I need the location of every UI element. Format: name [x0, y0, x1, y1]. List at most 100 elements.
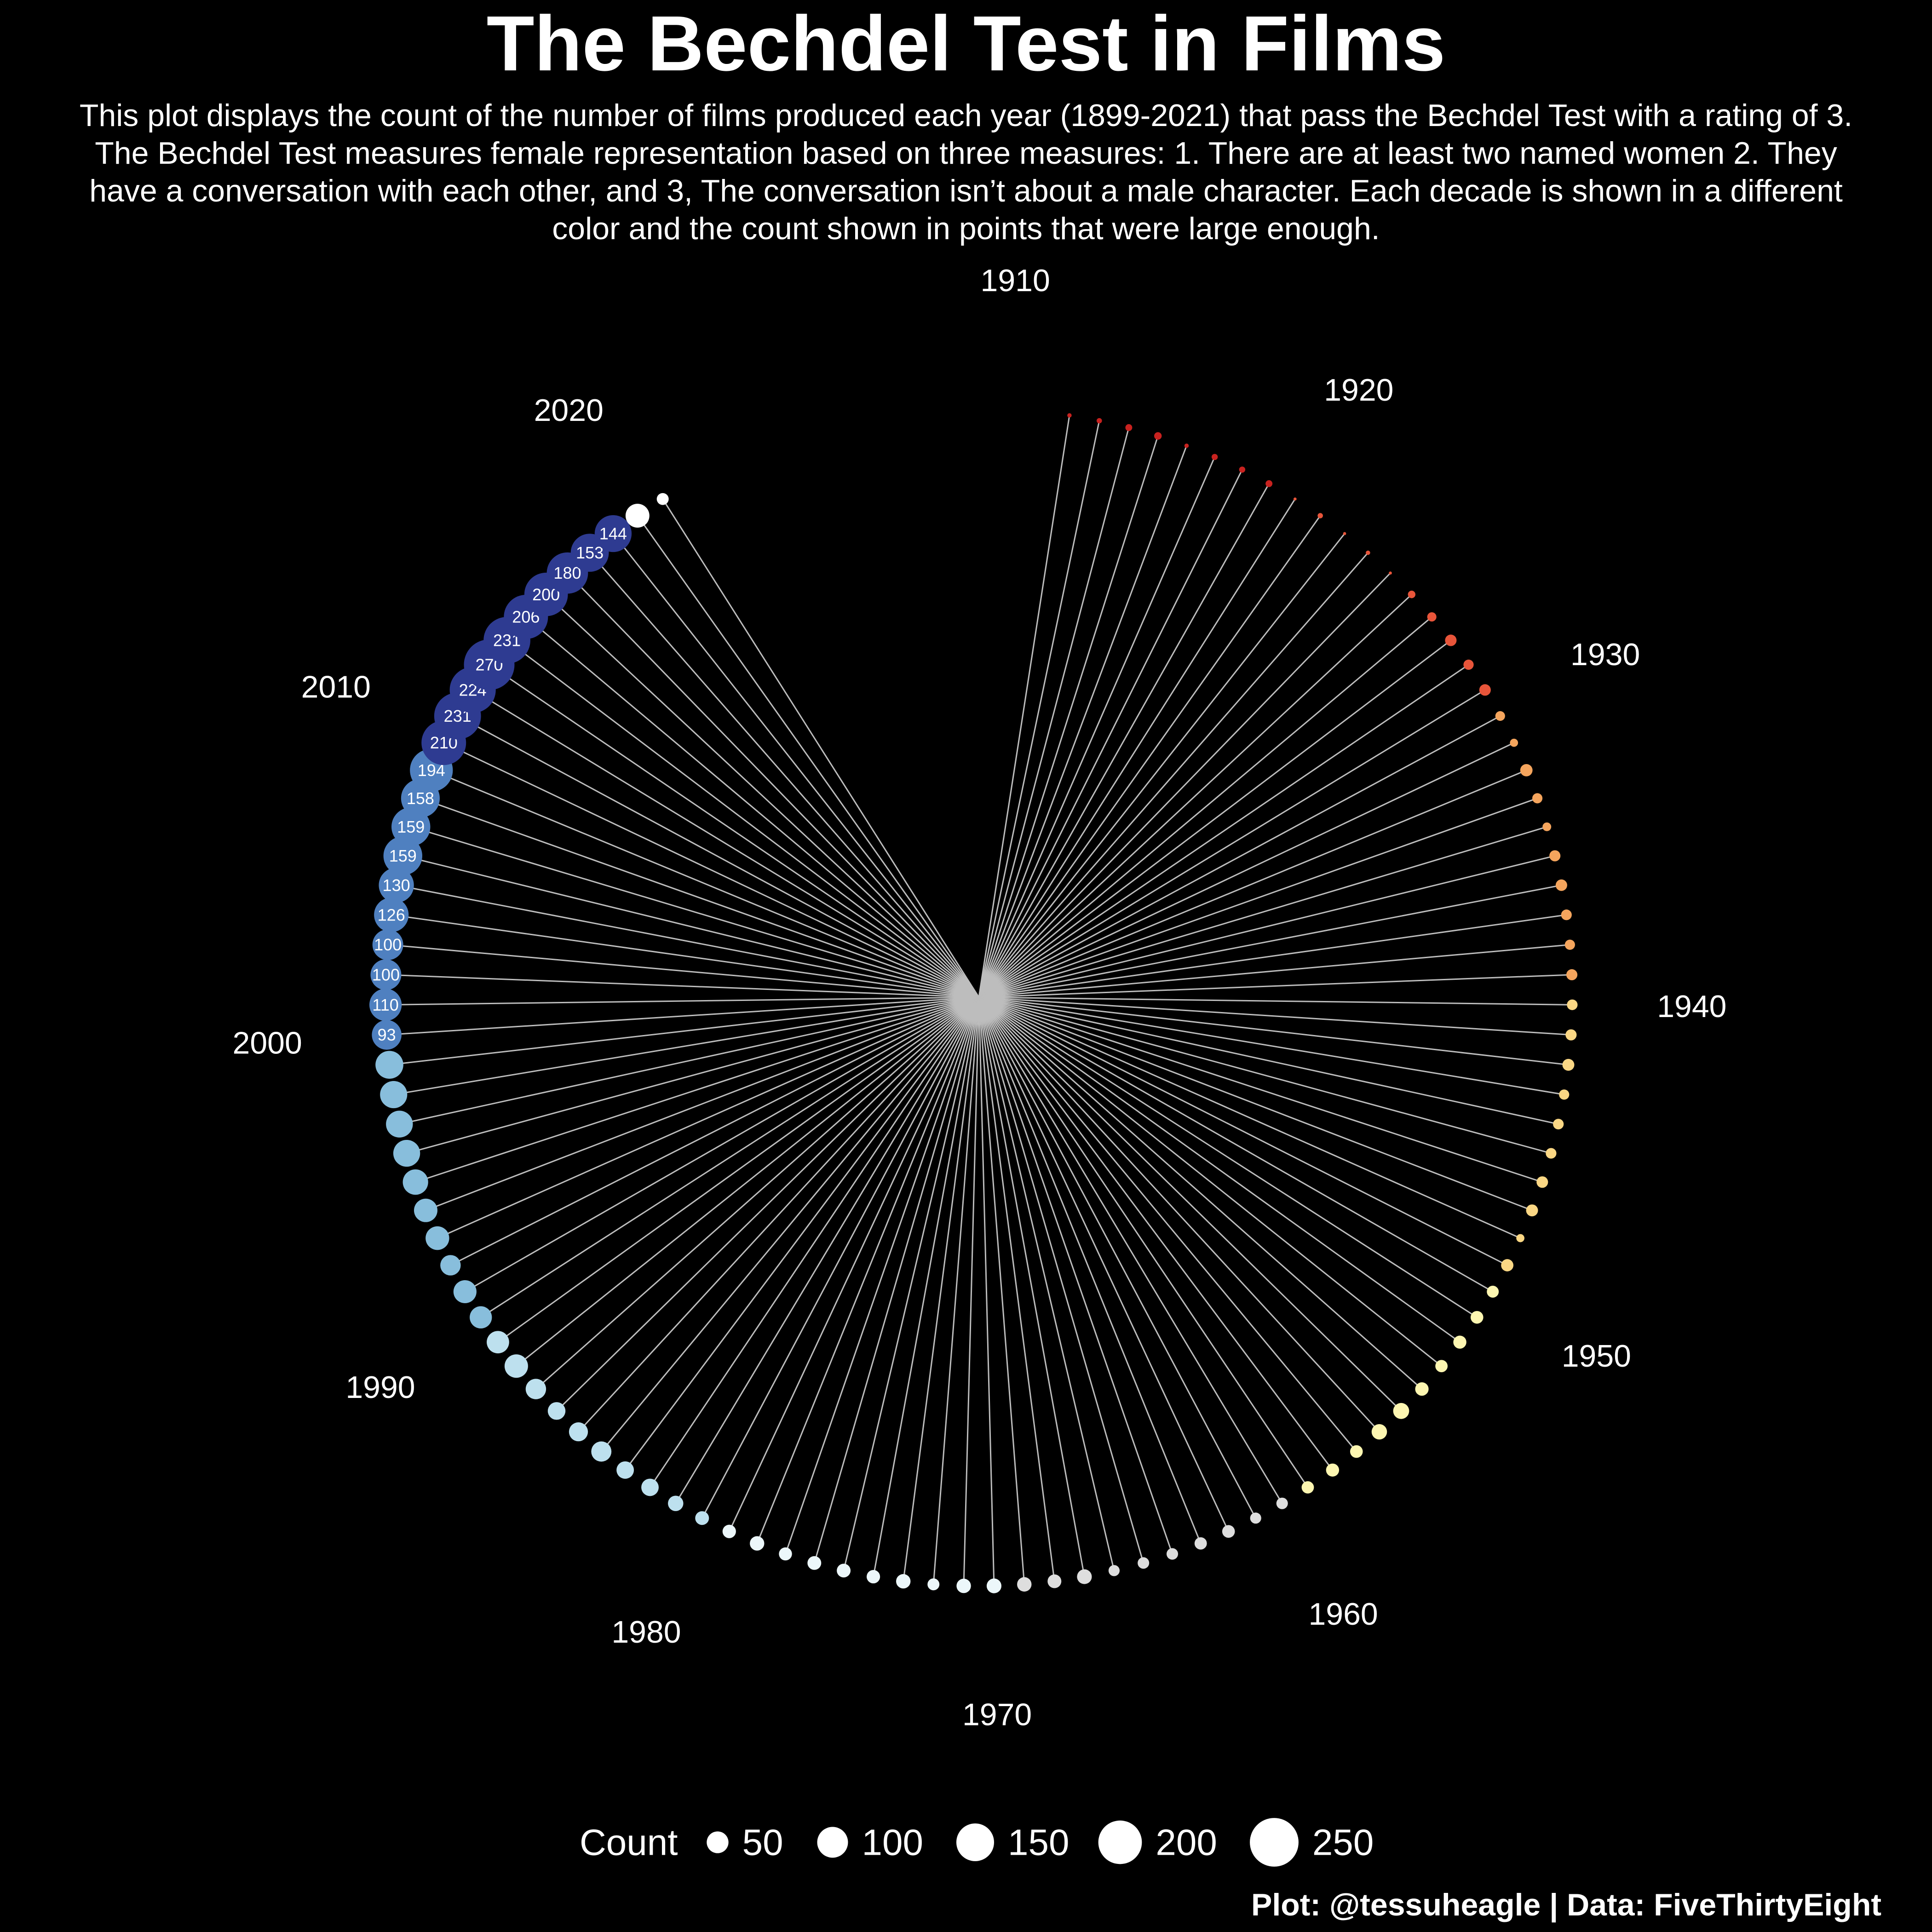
data-point	[470, 1306, 492, 1328]
spoke-line	[637, 515, 980, 998]
data-point	[402, 1169, 428, 1195]
spoke-line	[978, 515, 1321, 998]
legend-size-key	[956, 1823, 994, 1861]
data-point	[504, 1354, 528, 1378]
spoke-line	[978, 427, 1130, 998]
spoke-line	[978, 499, 1296, 998]
data-point	[695, 1511, 709, 1525]
data-point	[1510, 738, 1518, 747]
spoke-line	[396, 884, 979, 998]
legend-size-key	[707, 1831, 729, 1853]
spoke-line	[978, 469, 1243, 998]
data-point	[393, 1139, 420, 1167]
spoke-line	[978, 996, 1533, 1211]
spoke-line	[457, 715, 979, 998]
spoke-line	[978, 855, 1555, 998]
spoke-line	[932, 997, 980, 1585]
spoke-line	[389, 996, 979, 1066]
point-count-label: 158	[407, 789, 434, 808]
data-point	[1108, 1565, 1120, 1576]
spoke-line	[978, 996, 1478, 1318]
spoke-line	[978, 996, 1508, 1266]
point-count-label: 144	[599, 524, 627, 543]
spoke-line	[978, 884, 1562, 998]
data-point	[1555, 879, 1567, 891]
spoke-line	[978, 616, 1432, 998]
chart-title: The Bechdel Test in Films	[486, 0, 1446, 87]
data-point	[837, 1564, 851, 1578]
decade-label: 2000	[233, 1026, 302, 1061]
spoke-line	[978, 797, 1538, 998]
spoke-line	[978, 997, 1202, 1544]
spoke-line	[873, 997, 980, 1577]
data-point	[1487, 1286, 1499, 1298]
spoke-line	[589, 552, 980, 998]
legend-size-key	[817, 1827, 848, 1858]
data-point	[1239, 466, 1246, 473]
legend-value-label: 50	[742, 1822, 783, 1863]
data-point	[956, 1578, 971, 1593]
decade-label: 1920	[1324, 373, 1393, 408]
spoke-line	[567, 572, 980, 998]
spoke-line	[978, 997, 1085, 1577]
data-point	[1317, 513, 1323, 518]
data-point	[1561, 909, 1572, 920]
spoke-line	[425, 996, 979, 1211]
spoke-line	[556, 996, 980, 1412]
data-point	[369, 989, 402, 1021]
data-point	[927, 1578, 940, 1591]
data-point	[625, 504, 650, 528]
decade-label: 1940	[1657, 989, 1726, 1024]
legend-size-key	[1250, 1818, 1299, 1867]
spoke-line	[978, 997, 1257, 1518]
data-point	[750, 1536, 765, 1551]
spoke-line	[391, 914, 979, 998]
data-point	[372, 929, 403, 960]
spoke-line	[978, 997, 1230, 1532]
spoke-line	[601, 997, 980, 1452]
spoke-line	[978, 996, 1380, 1432]
spoke-line	[978, 996, 1543, 1183]
data-point	[1559, 1089, 1570, 1100]
data-point	[379, 868, 414, 903]
data-point	[1138, 1557, 1150, 1569]
data-point	[1265, 480, 1273, 487]
spoke-line	[978, 997, 1144, 1564]
spoke-line	[978, 974, 1572, 998]
spoke-line	[978, 552, 1369, 998]
data-point	[1343, 532, 1346, 535]
spoke-line	[415, 996, 979, 1183]
legend-title: Count	[580, 1822, 678, 1863]
spoke-line	[978, 997, 1334, 1471]
point-count-label: 130	[383, 876, 410, 895]
data-point	[1564, 939, 1575, 950]
point-count-label: 153	[576, 543, 604, 562]
point-count-label: 100	[372, 965, 400, 984]
data-point	[1516, 1234, 1524, 1242]
spoke-line	[497, 996, 979, 1343]
data-point	[1542, 822, 1552, 831]
data-point	[1293, 497, 1297, 501]
spoke-line	[978, 996, 1460, 1343]
point-count-label: 100	[374, 935, 402, 954]
data-point	[1393, 1403, 1409, 1419]
data-point	[1211, 454, 1218, 460]
legend-value-label: 250	[1312, 1822, 1374, 1863]
point-count-label: 159	[397, 817, 425, 836]
data-point	[525, 1379, 546, 1399]
data-point	[453, 1280, 477, 1304]
spoke-line	[728, 997, 980, 1532]
data-point	[1526, 1204, 1538, 1217]
spoke-line	[978, 826, 1547, 998]
data-point	[1250, 1512, 1261, 1524]
spoke-line	[978, 770, 1527, 998]
point-count-label: 180	[553, 564, 581, 582]
data-point	[374, 897, 409, 932]
data-point	[1222, 1525, 1235, 1538]
data-point	[1077, 1569, 1092, 1584]
data-point	[1479, 684, 1491, 696]
data-point	[1096, 418, 1102, 424]
data-point	[1326, 1463, 1340, 1477]
data-point	[1435, 1360, 1448, 1373]
